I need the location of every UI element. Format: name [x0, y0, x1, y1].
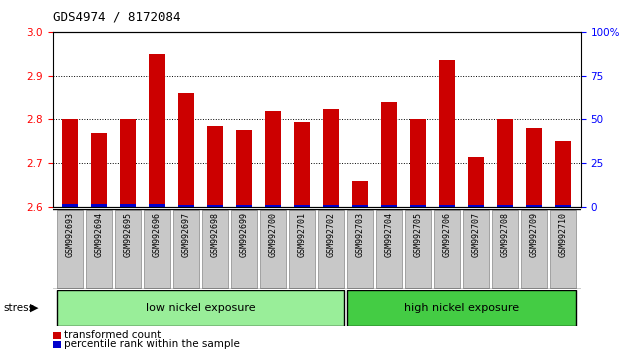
Bar	[294, 122, 310, 207]
Text: GSM992699: GSM992699	[240, 212, 248, 257]
Text: GSM992705: GSM992705	[414, 212, 423, 257]
Text: GSM992694: GSM992694	[94, 212, 104, 257]
Text: GSM992698: GSM992698	[211, 212, 220, 257]
Text: ▶: ▶	[30, 303, 39, 313]
Bar	[463, 210, 489, 288]
Bar	[57, 290, 344, 326]
Text: GDS4974 / 8172084: GDS4974 / 8172084	[53, 11, 180, 24]
Text: GSM992703: GSM992703	[356, 212, 365, 257]
Text: GSM992701: GSM992701	[297, 212, 307, 257]
Bar	[62, 120, 78, 207]
Bar	[202, 210, 229, 288]
Text: GSM992708: GSM992708	[501, 212, 510, 257]
Bar	[526, 205, 542, 207]
Text: low nickel exposure: low nickel exposure	[146, 303, 255, 313]
Bar	[497, 205, 513, 207]
Bar	[492, 210, 519, 288]
Bar	[178, 93, 194, 207]
Bar	[144, 210, 170, 288]
Bar	[376, 210, 402, 288]
Bar	[555, 205, 571, 207]
Bar	[120, 204, 136, 207]
Text: GSM992706: GSM992706	[443, 212, 451, 257]
Bar	[410, 205, 426, 207]
Text: GSM992707: GSM992707	[472, 212, 481, 257]
Bar	[550, 210, 576, 288]
Bar	[260, 210, 286, 288]
Bar	[120, 120, 136, 207]
Text: stress: stress	[3, 303, 34, 313]
Bar	[62, 204, 78, 207]
Bar	[207, 126, 223, 207]
Bar	[381, 102, 397, 207]
Text: GSM992702: GSM992702	[327, 212, 336, 257]
Bar	[352, 181, 368, 207]
Text: GSM992693: GSM992693	[66, 212, 75, 257]
Text: GSM992710: GSM992710	[559, 212, 568, 257]
Bar	[381, 205, 397, 207]
Bar	[347, 290, 576, 326]
Bar	[91, 133, 107, 207]
Text: GSM992700: GSM992700	[269, 212, 278, 257]
Bar	[265, 205, 281, 207]
Text: percentile rank within the sample: percentile rank within the sample	[64, 339, 240, 349]
Bar	[521, 210, 547, 288]
Bar	[439, 205, 455, 207]
Bar	[57, 210, 83, 288]
Bar	[347, 210, 373, 288]
Bar	[439, 60, 455, 207]
Bar	[91, 204, 107, 207]
Bar	[497, 120, 513, 207]
Text: GSM992695: GSM992695	[124, 212, 133, 257]
Bar	[289, 210, 315, 288]
Text: GSM992709: GSM992709	[530, 212, 539, 257]
Bar	[324, 205, 339, 207]
Bar	[178, 205, 194, 207]
Text: GSM992697: GSM992697	[182, 212, 191, 257]
Text: GSM992704: GSM992704	[385, 212, 394, 257]
Bar	[86, 210, 112, 288]
Bar	[115, 210, 141, 288]
Text: transformed count: transformed count	[64, 330, 161, 340]
Bar	[265, 111, 281, 207]
Bar	[405, 210, 431, 288]
Bar	[468, 205, 484, 207]
Bar	[294, 205, 310, 207]
Text: GSM992696: GSM992696	[153, 212, 161, 257]
Bar	[468, 157, 484, 207]
Bar	[434, 210, 460, 288]
Bar	[149, 204, 165, 207]
Text: high nickel exposure: high nickel exposure	[404, 303, 519, 313]
Bar	[207, 205, 223, 207]
Bar	[352, 205, 368, 207]
Bar	[526, 128, 542, 207]
Bar	[173, 210, 199, 288]
Bar	[318, 210, 344, 288]
Bar	[236, 130, 252, 207]
Bar	[231, 210, 257, 288]
Bar	[324, 109, 339, 207]
Bar	[410, 120, 426, 207]
Bar	[555, 141, 571, 207]
Bar	[236, 205, 252, 207]
Bar	[149, 54, 165, 207]
